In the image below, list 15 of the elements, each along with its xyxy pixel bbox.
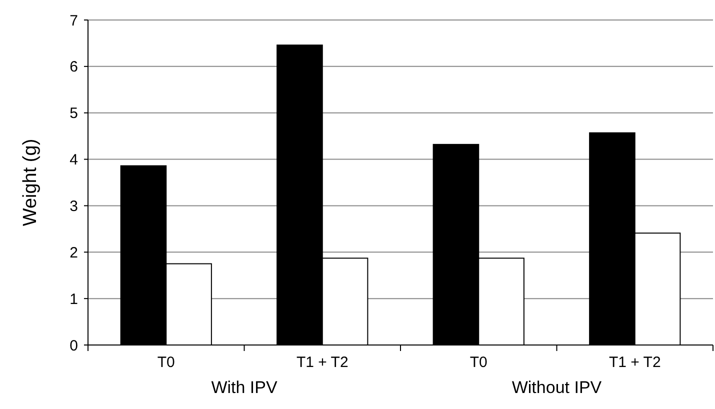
y-tick-label: 6 [70, 58, 78, 76]
text: With IPV [211, 378, 278, 397]
y-tick-label: 2 [70, 244, 78, 262]
x-tick-label: T0 [470, 354, 488, 371]
x-tick-label: T1 + T2 [296, 354, 348, 371]
x-tick-label: T1 + T2 [608, 354, 661, 371]
y-tick-label: 3 [70, 198, 78, 215]
x-tick-label: T0 [157, 354, 175, 371]
y-tick-label: 4 [70, 152, 78, 169]
y-tick-label: 0 [70, 337, 78, 354]
y-tick-label: 1 [70, 290, 78, 308]
y-axis-title: Weight (g) [20, 138, 41, 226]
y-tick-label: 5 [70, 105, 78, 122]
y-tick-label: 7 [70, 12, 78, 30]
text: Without IPV [512, 378, 602, 397]
